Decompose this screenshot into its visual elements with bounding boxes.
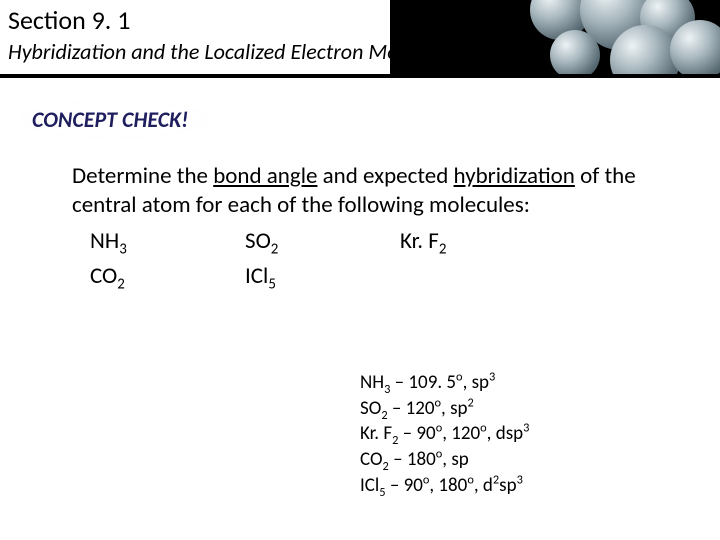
prompt-mid: and expected bbox=[317, 162, 453, 190]
prompt-pre: Determine the bbox=[72, 162, 213, 190]
header-band: Section 9. 1 Hybridization and the Local… bbox=[0, 0, 720, 78]
header-underline bbox=[0, 74, 720, 78]
molecule: SO2 bbox=[227, 227, 382, 256]
decor-sphere bbox=[550, 30, 600, 78]
decor-sphere bbox=[670, 20, 720, 78]
answer-row: Kr. F2 – 90o, 120o, dsp3 bbox=[360, 421, 529, 447]
molecule: ICl5 bbox=[227, 262, 382, 291]
molecule-row-2: CO2ICl5 bbox=[72, 262, 672, 291]
molecule: CO2 bbox=[72, 262, 227, 291]
molecule-row-1: NH3SO2Kr. F2 bbox=[72, 227, 672, 256]
answer-row: NH3 – 109. 5o, sp3 bbox=[360, 370, 529, 396]
answer-row: CO2 – 180o, sp bbox=[360, 447, 529, 473]
header-decor bbox=[520, 0, 720, 78]
molecule: NH3 bbox=[72, 227, 227, 256]
prompt-text: Determine the bond angle and expected hy… bbox=[72, 162, 672, 221]
slide: Section 9. 1 Hybridization and the Local… bbox=[0, 0, 720, 540]
prompt-body: Determine the bond angle and expected hy… bbox=[72, 162, 672, 292]
section-subtitle: Hybridization and the Localized Electron… bbox=[8, 38, 425, 65]
answer-row: ICl5 – 90o, 180o, d2sp3 bbox=[360, 473, 529, 499]
answers-block: NH3 – 109. 5o, sp3SO2 – 120o, sp2Kr. F2 … bbox=[360, 370, 529, 498]
answer-row: SO2 – 120o, sp2 bbox=[360, 396, 529, 422]
section-label: Section 9. 1 bbox=[8, 4, 130, 36]
concept-check-badge: CONCEPT CHECK! bbox=[18, 100, 210, 139]
prompt-underline-hybridization: hybridization bbox=[454, 162, 575, 190]
molecule: Kr. F2 bbox=[382, 227, 537, 256]
prompt-underline-bond-angle: bond angle bbox=[213, 162, 317, 190]
